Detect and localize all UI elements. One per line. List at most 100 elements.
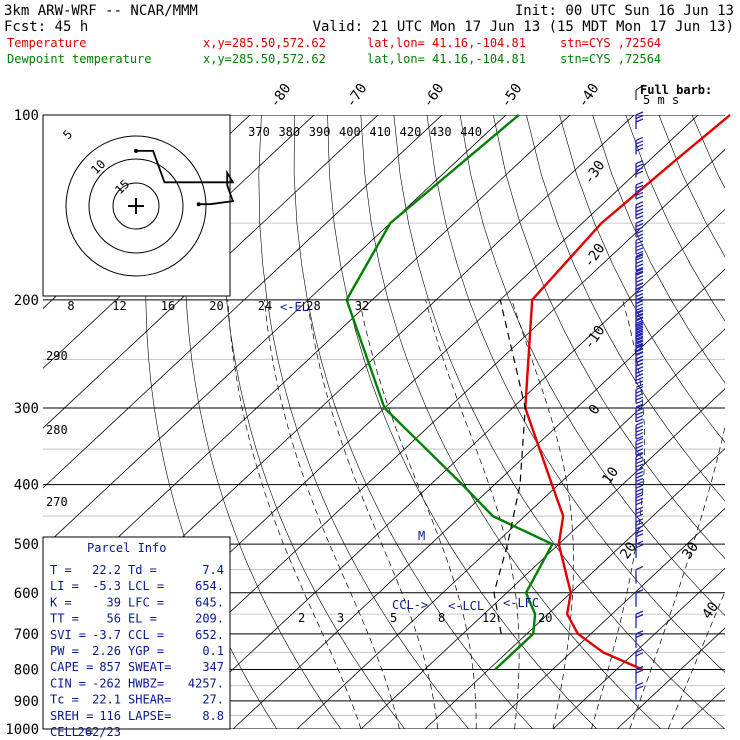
wind-barb <box>635 160 644 178</box>
parcel-info-value: SVI = <box>50 628 86 642</box>
dry-adiabat <box>184 115 342 729</box>
isotherm-label: -40 <box>575 81 603 111</box>
parcel-info-value: -5.3 <box>92 579 121 593</box>
pressure-label: 300 <box>14 401 39 417</box>
isotherm-label: 20 <box>617 539 640 562</box>
parcel-info-value: 654. <box>195 579 224 593</box>
wind-barb <box>635 385 644 408</box>
legend-stn-dew: stn=CYS ,72564 <box>560 52 661 66</box>
parcel-info-value: 2.26 <box>92 644 121 658</box>
wind-barb <box>635 136 644 155</box>
mixing-ratio-label: 2 <box>298 611 305 625</box>
moist-adiabat <box>667 590 725 729</box>
isotherm-line <box>488 507 725 729</box>
dry-adiabat <box>592 115 725 384</box>
wind-barbs <box>635 111 644 700</box>
legend-temperature: Temperature <box>7 36 86 50</box>
pressure-label: 500 <box>14 537 39 553</box>
wind-barb <box>635 219 644 238</box>
wind-barb <box>635 682 644 700</box>
dry-adiabat <box>724 115 725 116</box>
wind-barb <box>635 481 644 499</box>
dry-adiabat <box>493 115 725 560</box>
wind-barb <box>635 421 644 440</box>
hodograph-speed-label: 24 <box>258 299 272 313</box>
theta-label: 390 <box>309 125 331 139</box>
dry-adiabat <box>559 115 725 443</box>
parcel-info-value: LFC = <box>128 595 164 609</box>
valid-time: Valid: 21 UTC Mon 17 Jun 13 (15 MDT Mon … <box>313 19 734 35</box>
hodograph-speed-label: 20 <box>209 299 223 313</box>
theta-label: 410 <box>369 125 391 139</box>
parcel-info-value: 209. <box>195 612 224 626</box>
theta-label: 420 <box>400 125 422 139</box>
parcel-info-value: 8.8 <box>202 709 224 723</box>
isotherm-label: 30 <box>679 539 702 562</box>
init-time: Init: 00 UTC Sun 16 Jun 13 <box>515 3 734 19</box>
wind-barb <box>635 404 644 423</box>
ccl-marker: CCL-> <box>392 598 428 612</box>
wind-barb <box>635 309 644 335</box>
parcel-info-value: 857 <box>99 660 121 674</box>
isotherm-label: 10 <box>599 464 622 487</box>
wind-barb <box>635 610 644 629</box>
parcel-info-value: 22.2 <box>92 563 121 577</box>
hodograph-trace <box>136 149 235 206</box>
wind-barb <box>635 333 644 356</box>
hodograph-end <box>196 202 201 207</box>
legend-stn-temp: stn=CYS ,72564 <box>560 36 661 50</box>
parcel-info-value: 652. <box>195 628 224 642</box>
dry-adiabat <box>258 115 470 729</box>
parcel-info-value: CELL = <box>50 725 93 739</box>
barb-legend: Full barb: 5 m s <box>635 83 712 107</box>
parcel-info-value: 27. <box>202 693 224 707</box>
wind-barb <box>635 565 644 584</box>
moist-adiabat <box>511 299 574 729</box>
dewpoint-profile <box>345 114 555 671</box>
dry-adiabat <box>658 115 725 258</box>
wind-barb <box>635 236 644 259</box>
moist-adiabat <box>263 299 400 729</box>
parcel-info-value: -262 <box>92 676 121 690</box>
pressure-label: 1000 <box>5 722 39 738</box>
mixing-ratio-label: 12 <box>482 611 496 625</box>
pressure-label: 400 <box>14 478 39 494</box>
parcel-info-value: SHEAR= <box>128 693 171 707</box>
parcel-info-value: LI = <box>50 579 79 593</box>
parcel-info-value: CIN = <box>50 676 86 690</box>
wind-barb <box>635 665 644 684</box>
wind-barb <box>635 630 644 648</box>
parcel-info-value: 7.4 <box>202 563 224 577</box>
wind-barb <box>635 589 644 607</box>
moist-adiabat <box>629 424 725 729</box>
dry-adiabat <box>393 115 725 729</box>
isotherm-line <box>43 115 379 429</box>
wind-barb <box>635 181 644 200</box>
parcel-path <box>493 299 526 635</box>
dry-adiabat <box>459 115 725 617</box>
left-axis-label: 270 <box>46 495 68 509</box>
wind-barb <box>635 518 644 536</box>
parcel-info-value: YGP = <box>128 644 164 658</box>
m-marker: M <box>418 529 425 543</box>
hodograph-speed-label: 32 <box>355 299 369 313</box>
pressure-label: 700 <box>14 627 39 643</box>
legend-dewpoint: Dewpoint temperature <box>7 52 152 66</box>
forecast-hour: Fcst: 45 h <box>4 19 88 35</box>
moist-adiabat <box>227 299 362 729</box>
dry-adiabat <box>426 115 725 673</box>
parcel-info-value: 347 <box>202 660 224 674</box>
isotherm-line <box>296 328 725 729</box>
left-axis-label: 290 <box>46 349 68 363</box>
mixing-ratio-label: 20 <box>538 611 552 625</box>
parcel-info-value: SWEAT= <box>128 660 171 674</box>
hodograph-ring <box>88 158 184 254</box>
wind-barb <box>635 111 644 129</box>
isotherm-line <box>552 567 725 729</box>
hodograph-ring <box>65 135 207 277</box>
dry-adiabat <box>360 115 662 729</box>
temperature-profile <box>524 114 731 671</box>
moist-adiabat <box>306 299 439 729</box>
